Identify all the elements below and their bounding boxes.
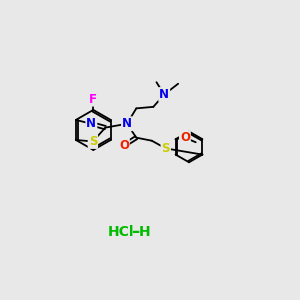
Text: H: H xyxy=(139,225,150,239)
Text: N: N xyxy=(159,88,169,101)
Text: S: S xyxy=(161,142,170,155)
Text: N: N xyxy=(86,117,96,130)
Text: F: F xyxy=(89,93,97,106)
Text: N: N xyxy=(122,117,132,130)
Text: HCl: HCl xyxy=(108,225,134,239)
Text: S: S xyxy=(88,135,97,148)
Text: O: O xyxy=(180,131,190,144)
Text: –: – xyxy=(131,223,139,241)
Text: O: O xyxy=(119,139,129,152)
